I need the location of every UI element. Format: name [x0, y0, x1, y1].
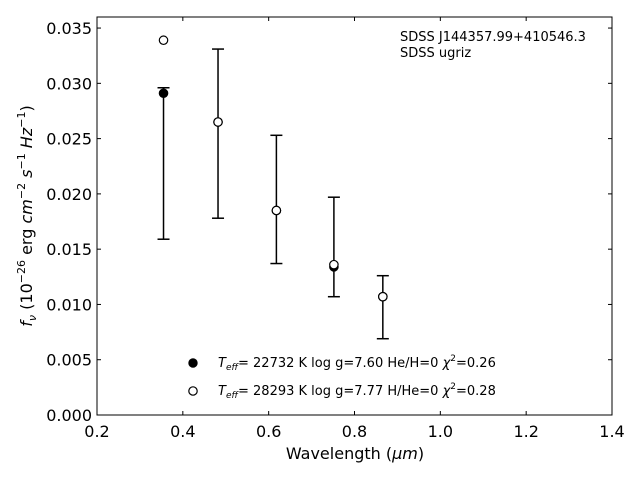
x-tick-label: 1.4	[599, 422, 624, 441]
legend: Teff= 22732 K log g=7.60 He/H=0 χ2=0.26 …	[188, 354, 496, 401]
y-tick-label: 0.005	[46, 351, 92, 370]
x-tick-label: 1.2	[513, 422, 538, 441]
y-tick-label: 0.015	[46, 240, 92, 259]
annotation-line-2: SDSS ugriz	[400, 46, 471, 61]
point-open	[158, 35, 169, 46]
point-open	[329, 259, 339, 270]
data-points	[158, 35, 388, 302]
y-tick-label: 0.000	[46, 406, 92, 425]
y-tick-label: 0.010	[46, 295, 92, 314]
error-bars	[157, 48, 389, 340]
y-tick-label: 0.035	[46, 19, 92, 38]
point-filled	[158, 88, 169, 99]
legend-marker-open	[188, 386, 198, 396]
x-tick-label: 0.6	[256, 422, 281, 441]
y-tick-label: 0.020	[46, 185, 92, 204]
legend-marker-filled	[188, 358, 198, 368]
x-tick-label: 1.0	[428, 422, 453, 441]
point-open	[271, 205, 282, 216]
y-tick-label: 0.030	[46, 74, 92, 93]
axis-ticks: 0.2 0.4 0.6 0.8 1.0 1.2 1.4 0.000 0.005 0.010 0.01…	[46, 17, 625, 441]
legend-label-1: Teff= 22732 K log g=7.60 He/H=0 χ2=0.26	[218, 354, 496, 373]
annotation-line-1: SDSS J144357.99+410546.3	[400, 30, 586, 45]
y-axis-title: fν (10−26 erg cm−2 s−1 Hz−1)	[15, 105, 39, 326]
x-tick-label: 0.2	[84, 422, 109, 441]
x-tick-label: 0.4	[170, 422, 195, 441]
x-axis-title: Wavelength (μm)	[286, 444, 424, 463]
legend-label-2: Teff= 28293 K log g=7.77 H/He=0 χ2=0.28	[218, 382, 496, 401]
point-open	[213, 117, 223, 127]
point-open	[378, 291, 388, 302]
x-tick-label: 0.8	[342, 422, 367, 441]
y-tick-label: 0.025	[46, 130, 92, 149]
